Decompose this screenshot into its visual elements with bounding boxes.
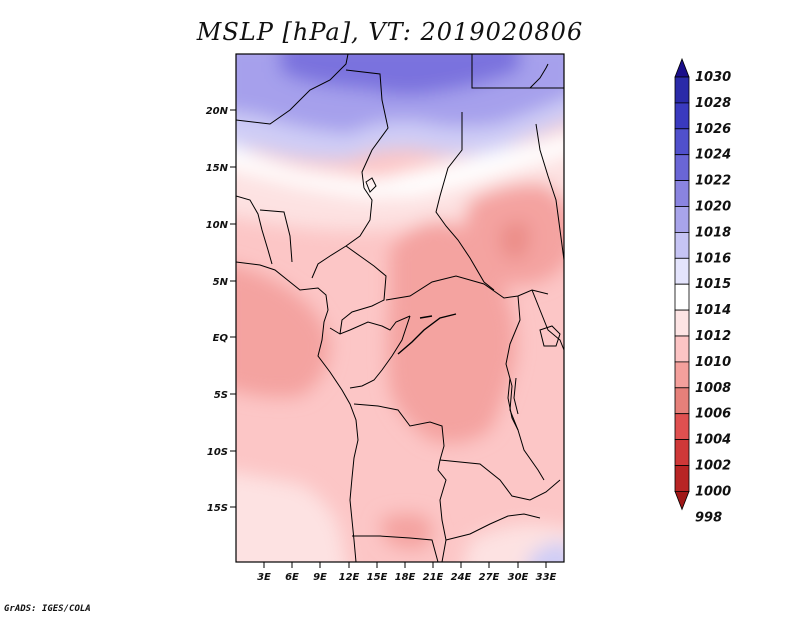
border-west-africa	[236, 195, 293, 265]
colorbar-label-1028: 1028	[695, 96, 731, 111]
colorbar-label-1020: 1020	[695, 200, 731, 215]
lake-chad	[365, 177, 377, 193]
lat-label-10n: 10N	[206, 220, 229, 231]
colorbar-label-1010: 1010	[695, 355, 731, 370]
colorbar-swatch-1026	[674, 128, 690, 156]
lon-label-12e: 12E	[339, 572, 360, 583]
colorbar-swatch-1006	[674, 413, 690, 441]
lon-label-30e: 30E	[508, 572, 529, 583]
border-chad-sudan	[435, 112, 495, 291]
colorbar-label-1008: 1008	[695, 381, 731, 396]
pressure-field	[236, 54, 564, 562]
lake-tanganyika	[507, 377, 519, 431]
lon-label-3e: 3E	[257, 572, 271, 583]
lake-victoria	[539, 325, 561, 347]
colorbar-label-1016: 1016	[695, 251, 731, 266]
colorbar-swatch-1014	[674, 309, 690, 337]
border-namibia-botswana	[352, 535, 439, 562]
lon-label-6e: 6E	[285, 572, 299, 583]
border-congo	[329, 315, 411, 335]
lon-labels: 3E 6E 9E 12E 15E 18E 21E 24E 27E 30E 33E	[257, 572, 556, 583]
colorbar-label-1000: 1000	[695, 484, 731, 499]
lon-axis	[263, 562, 547, 568]
border-zambia	[439, 459, 561, 501]
colorbar-label-1030: 1030	[695, 70, 731, 85]
colorbar-label-1018: 1018	[695, 225, 731, 240]
credit-text: GrADS: IGES/COLA	[4, 604, 91, 614]
field-high-light-southeast	[528, 541, 564, 562]
lon-label-27e: 27E	[479, 572, 500, 583]
colorbar-swatch-1030	[674, 76, 690, 104]
lon-label-33e: 33E	[536, 572, 557, 583]
colorbar-swatch-1024	[674, 154, 690, 181]
border-drc-angola	[353, 403, 447, 562]
colorbar-swatch-1020	[674, 206, 690, 233]
border-drc-east	[505, 295, 545, 481]
colorbar-swatch-1008	[674, 387, 690, 415]
lon-label-24e: 24E	[451, 572, 472, 583]
colorbar-label-998: 998	[695, 510, 722, 525]
lon-label-21e: 21E	[423, 572, 444, 583]
field-low-deep-south	[380, 513, 433, 549]
colorbar-swatch-1015	[674, 283, 690, 311]
lat-label-15n: 15N	[206, 163, 229, 174]
field-low-light-southwest	[236, 472, 347, 562]
colorbar-label-1015: 1015	[695, 277, 731, 292]
lat-label-5n: 5N	[213, 277, 229, 288]
border-south-africa	[445, 513, 541, 541]
border-libya-egypt	[471, 54, 564, 89]
border-sahel	[236, 54, 349, 125]
lat-label-20n: 20N	[206, 106, 229, 117]
border-car	[339, 245, 387, 335]
border-kenya	[531, 289, 564, 351]
colorbar-swatch-1002	[674, 465, 690, 492]
colorbar-label-1002: 1002	[695, 459, 731, 474]
border-drc-north	[385, 275, 549, 301]
river-congo	[397, 313, 457, 355]
field-low-core-east	[500, 221, 530, 259]
coastline-west	[236, 261, 359, 562]
border-nigeria-cameroon	[311, 187, 373, 279]
colorbar-label-1014: 1014	[695, 303, 731, 318]
colorbar-swatch-1018	[674, 231, 690, 259]
border-congo-drc	[349, 315, 411, 389]
map-title: MSLP [hPa], VT: 2019020806	[0, 18, 800, 46]
colorbar-label-1024: 1024	[695, 148, 731, 163]
colorbar: 1030 1028 1026 1024 1022 1020 1018 1016 1015 1014…	[674, 57, 731, 525]
colorbar-label-1026: 1026	[695, 122, 731, 137]
lon-label-9e: 9E	[313, 572, 327, 583]
lat-label-eq: EQ	[213, 333, 229, 344]
boundaries	[236, 54, 564, 562]
colorbar-swatch-1022	[674, 180, 690, 207]
colorbar-bottom-cap	[674, 490, 690, 511]
colorbar-top-cap	[674, 57, 690, 78]
border-niger-chad	[345, 69, 389, 189]
field-high-dark	[280, 54, 520, 96]
lat-label-5s: 5S	[214, 390, 228, 401]
lat-axis	[230, 109, 236, 508]
colorbar-swatch-1028	[674, 102, 690, 130]
colorbar-swatch-1012	[674, 335, 690, 363]
colorbar-label-1022: 1022	[695, 174, 731, 189]
colorbar-label-1012: 1012	[695, 329, 731, 344]
lat-label-15s: 15S	[207, 503, 228, 514]
map-title-text: MSLP [hPa], VT: 2019020806	[196, 18, 584, 46]
lat-labels: 20N 15N 10N 5N EQ 5S 10S 15S	[206, 106, 229, 514]
lon-label-18e: 18E	[395, 572, 416, 583]
colorbar-swatch-1016	[674, 257, 690, 285]
colorbar-label-1004: 1004	[695, 433, 731, 448]
lon-label-15e: 15E	[367, 572, 388, 583]
field-low-deep-gulf	[236, 265, 330, 398]
colorbar-swatch-1004	[674, 439, 690, 466]
lat-label-10s: 10S	[207, 447, 228, 458]
red-sea-coast	[529, 63, 549, 89]
border-ethiopia	[535, 123, 564, 261]
colorbar-swatch-1010	[674, 361, 690, 389]
colorbar-label-1006: 1006	[695, 407, 731, 422]
map-frame	[235, 53, 565, 563]
